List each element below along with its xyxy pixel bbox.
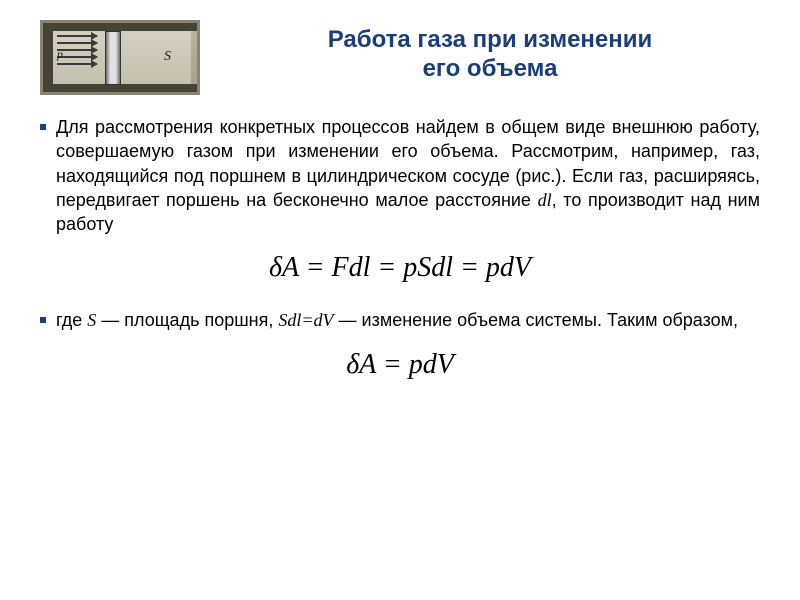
page-title: Работа газа при изменении его объема xyxy=(220,20,760,84)
list-item: Для рассмотрения конкретных процессов на… xyxy=(40,115,760,236)
diagram-p-label: p xyxy=(57,47,63,62)
title-line1: Работа газа при изменении xyxy=(328,26,653,53)
para2-math-sdl: Sdl=dV xyxy=(278,310,333,330)
bullet-icon xyxy=(40,317,46,323)
para2-text-c: — изменение объема системы. Таким образо… xyxy=(334,310,739,330)
bullet-icon xyxy=(40,124,46,130)
paragraph-2: где S — площадь поршня, Sdl=dV — изменен… xyxy=(56,308,738,332)
para2-text-a: где xyxy=(56,310,87,330)
list-item: где S — площадь поршня, Sdl=dV — изменен… xyxy=(40,308,760,332)
para2-text-b: — площадь поршня, xyxy=(96,310,278,330)
para1-math-dl: dl xyxy=(538,190,552,210)
content-area: Для рассмотрения конкретных процессов на… xyxy=(40,115,760,381)
diagram-s-label: S xyxy=(164,49,171,65)
paragraph-1: Для рассмотрения конкретных процессов на… xyxy=(56,115,760,236)
piston-diagram: p S dl xyxy=(40,20,200,95)
title-line2: его объема xyxy=(423,55,558,82)
formula-1: δA = Fdl = pSdl = pdV xyxy=(40,252,760,284)
formula-2: δA = pdV xyxy=(40,349,760,381)
para2-math-s: S xyxy=(87,310,96,330)
